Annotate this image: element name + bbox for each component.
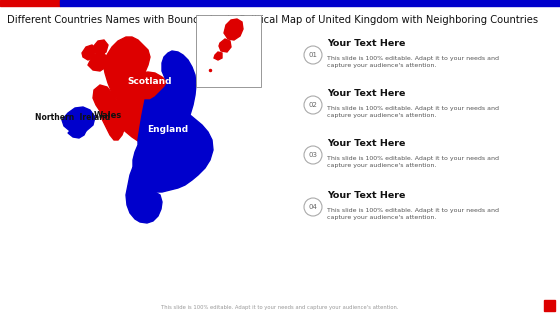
Bar <box>196 15 261 87</box>
Text: Scotland: Scotland <box>128 77 172 87</box>
Text: 01: 01 <box>309 52 318 58</box>
Polygon shape <box>93 40 108 55</box>
Bar <box>60 0 560 6</box>
Text: This slide is 100% editable. Adapt it to your needs and capture your audience's : This slide is 100% editable. Adapt it to… <box>161 305 399 310</box>
Polygon shape <box>100 95 126 140</box>
Circle shape <box>304 198 322 216</box>
Polygon shape <box>219 39 231 52</box>
Text: Your Text Here: Your Text Here <box>327 39 405 48</box>
Circle shape <box>304 146 322 164</box>
Text: 03: 03 <box>309 152 318 158</box>
Polygon shape <box>62 107 95 133</box>
Text: Your Text Here: Your Text Here <box>327 191 405 200</box>
Polygon shape <box>133 51 213 192</box>
Polygon shape <box>214 52 222 60</box>
Polygon shape <box>68 131 86 138</box>
Text: Your Text Here: Your Text Here <box>327 139 405 148</box>
Polygon shape <box>103 37 150 115</box>
Bar <box>0 0 60 6</box>
Polygon shape <box>126 167 162 223</box>
Polygon shape <box>168 75 190 97</box>
Polygon shape <box>115 72 178 142</box>
Circle shape <box>304 46 322 64</box>
Polygon shape <box>224 19 243 40</box>
Text: Wales: Wales <box>94 111 122 119</box>
Text: England: England <box>147 125 189 135</box>
Text: Different Countries Names with Boundaries in Political Map of United Kingdom wit: Different Countries Names with Boundarie… <box>7 15 538 25</box>
Text: This slide is 100% editable. Adapt it to your needs and
capture your audience's : This slide is 100% editable. Adapt it to… <box>327 156 499 168</box>
Text: 04: 04 <box>309 204 318 210</box>
Polygon shape <box>82 45 96 60</box>
Text: This slide is 100% editable. Adapt it to your needs and
capture your audience's : This slide is 100% editable. Adapt it to… <box>327 106 499 118</box>
Text: This slide is 100% editable. Adapt it to your needs and
capture your audience's : This slide is 100% editable. Adapt it to… <box>327 208 499 220</box>
Polygon shape <box>93 85 115 111</box>
Text: This slide is 100% editable. Adapt it to your needs and
capture your audience's : This slide is 100% editable. Adapt it to… <box>327 56 499 68</box>
Circle shape <box>304 96 322 114</box>
Text: Your Text Here: Your Text Here <box>327 89 405 98</box>
Polygon shape <box>88 52 108 71</box>
Bar <box>544 300 555 311</box>
Text: 02: 02 <box>309 102 318 108</box>
Text: Northern  Ireland: Northern Ireland <box>35 112 110 122</box>
